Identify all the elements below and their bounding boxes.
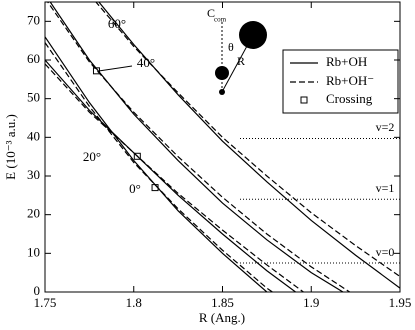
curve — [98, 2, 400, 289]
curve — [45, 63, 305, 292]
inset-label: θ — [228, 40, 234, 54]
curve — [45, 59, 297, 292]
level-label: v=1 — [376, 181, 395, 195]
curve — [49, 2, 345, 292]
y-tick-label: 30 — [27, 167, 40, 182]
angle-label: 40° — [137, 55, 155, 70]
y-tick-label: 70 — [27, 12, 40, 27]
leader-line — [99, 65, 133, 72]
angle-label: 20° — [83, 149, 101, 164]
curve — [45, 36, 268, 292]
inset: C com θ R — [207, 6, 267, 95]
legend-label: Crossing — [326, 91, 373, 106]
angle-label: 0° — [129, 181, 141, 196]
x-tick-label: 1.8 — [126, 295, 142, 310]
inset-atom — [215, 66, 229, 80]
y-tick-label: 40 — [27, 128, 40, 143]
y-tick-label: 60 — [27, 51, 40, 66]
level-label: v=2 — [376, 120, 395, 134]
plot-area — [45, 2, 400, 292]
x-tick-label: 1.95 — [389, 295, 412, 310]
inset-label: C — [207, 6, 215, 20]
legend-marker — [300, 96, 308, 104]
x-tick-label: 1.85 — [211, 295, 234, 310]
x-tick-label: 1.75 — [34, 295, 57, 310]
legend-label: Rb+OH — [326, 54, 367, 69]
y-tick-label: 50 — [27, 90, 40, 105]
curve — [45, 42, 274, 292]
inset-label: com — [214, 16, 227, 24]
x-axis-title: R (Ang.) — [199, 310, 245, 325]
crossing-marker — [151, 184, 159, 192]
x-tick-label: 1.9 — [303, 295, 319, 310]
y-tick-label: 20 — [27, 206, 40, 221]
curve — [46, 2, 351, 292]
inset-label: R — [237, 54, 245, 68]
legend-label: Rb+OH⁻ — [326, 73, 374, 88]
y-tick-label: 10 — [27, 244, 40, 259]
y-tick-label: 0 — [34, 283, 41, 298]
crossing-marker — [133, 152, 141, 160]
inset-atom — [239, 21, 267, 49]
y-axis-title: E (10⁻³ a.u.) — [3, 114, 18, 180]
inset-atom — [219, 89, 225, 95]
angle-label: 60° — [108, 16, 126, 31]
level-label: v=0 — [376, 245, 395, 259]
